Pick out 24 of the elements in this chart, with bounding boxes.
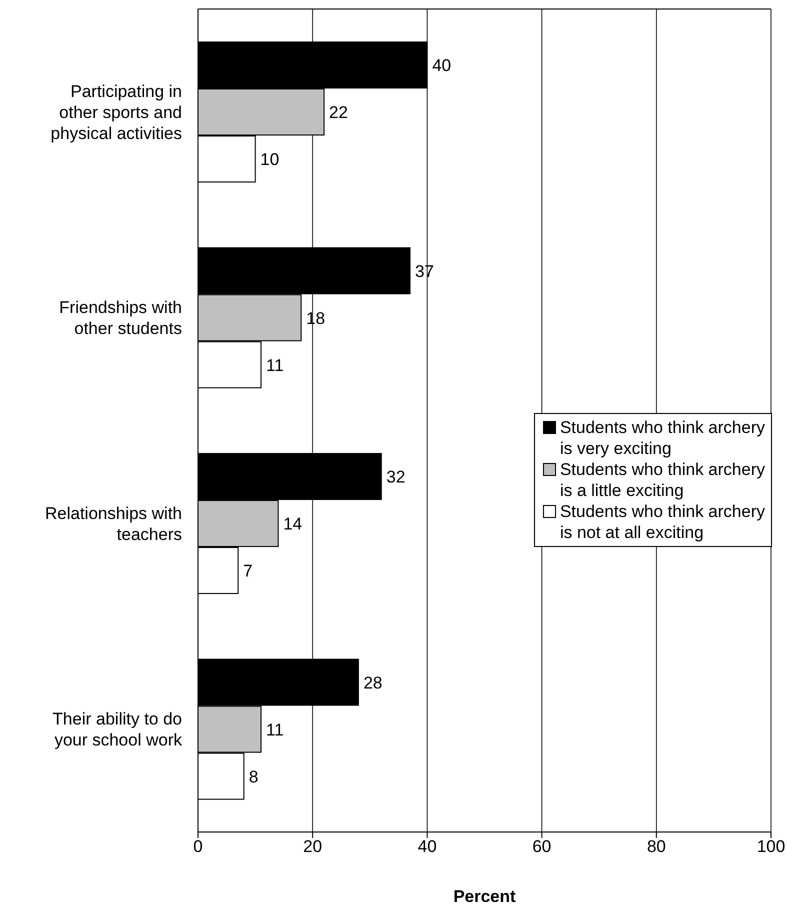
y-tick-label: Participating in other sports and physical activities [50, 81, 182, 142]
data-label: 7 [243, 562, 253, 581]
y-tick-label: Their ability to do your school work [52, 709, 182, 750]
data-label: 28 [363, 673, 382, 692]
data-label: 32 [386, 468, 406, 487]
legend-label: Students who think archery is not at all exciting [560, 501, 765, 543]
data-label: 8 [248, 767, 258, 786]
x-tick-label: 40 [418, 837, 437, 856]
x-axis-title: Percent [453, 887, 516, 906]
x-tick-label: 60 [532, 837, 552, 856]
x-tick-label: 80 [646, 837, 666, 856]
x-tick-label: 0 [193, 837, 203, 856]
y-tick-label: Friendships with other students [59, 298, 182, 338]
data-label: 40 [432, 56, 452, 76]
x-tick-label: 100 [756, 837, 786, 856]
legend-label: Students who think archery is a little exciting [560, 459, 765, 501]
x-tick-label: 20 [303, 837, 322, 856]
data-label: 22 [329, 103, 348, 122]
y-tick-label: Relationships with teachers [44, 503, 182, 544]
legend-label: Students who think archery is very exciting [560, 417, 765, 459]
data-label: 11 [266, 720, 284, 740]
data-label: 11 [266, 356, 284, 375]
data-label: 14 [283, 514, 302, 534]
data-label: 10 [260, 150, 280, 170]
